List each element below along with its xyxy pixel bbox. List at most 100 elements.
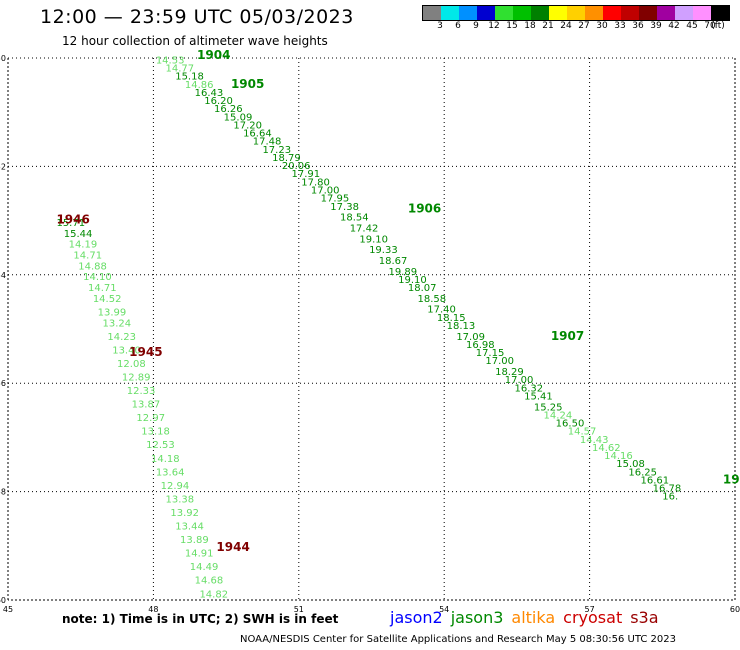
wave-height-value: 14.86 [185, 80, 214, 91]
legend-swatch [567, 6, 585, 20]
legend-label: 6 [455, 21, 461, 31]
legend-label: 12 [488, 21, 500, 31]
pass-number-label: 1905 [231, 77, 264, 91]
wave-height-value: 12.53 [146, 440, 175, 451]
wave-height-value: 14.19 [69, 240, 98, 251]
wave-height-value: 15.44 [64, 229, 93, 240]
satellite-name-s3a: s3a [630, 608, 659, 627]
wave-height-value: 16.26 [214, 104, 243, 115]
wave-height-value: 18.54 [340, 213, 369, 224]
wave-height-value: 17.38 [330, 202, 359, 213]
wave-height-value: 19.10 [359, 234, 388, 245]
wave-height-value: 15.18 [175, 72, 204, 83]
color-legend-labels: 3 6 9 12 15 18 21 24 27 30 33 36 39 42 45 70 (ft) [422, 21, 728, 33]
wave-height-value: 13.40 [112, 345, 141, 356]
y-tick-label: -52 [0, 162, 6, 171]
legend-swatch [549, 6, 567, 20]
wave-height-value: 17.40 [427, 305, 456, 316]
legend-swatch [459, 6, 477, 20]
wave-height-value: 14.57 [568, 427, 597, 438]
wave-height-value: 16.25 [628, 467, 657, 478]
legend-swatch [531, 6, 549, 20]
x-tick-label: 51 [294, 605, 304, 614]
wave-height-value: 14.88 [78, 261, 107, 272]
wave-height-value: 14.71 [88, 283, 117, 294]
pass-number-label: 1945 [129, 345, 162, 359]
pass-number-label: 1944 [216, 540, 249, 554]
map-frame [7, 57, 736, 601]
legend-swatch [477, 6, 495, 20]
legend-label: 45 [686, 21, 698, 31]
pass-number-label: 1906 [408, 201, 441, 215]
wave-height-value: 13.24 [103, 318, 132, 329]
wave-height-value: 18.79 [272, 153, 301, 164]
wave-height-value: 18.67 [379, 256, 408, 267]
wave-height-value: 14.71 [73, 251, 102, 262]
wave-height-value: 16.61 [640, 475, 669, 486]
wave-height-value: 14.53 [156, 55, 185, 66]
y-tick-label: -58 [0, 488, 6, 497]
wave-height-value: 16. [662, 492, 678, 503]
pass-number-label: 1907 [551, 329, 584, 343]
legend-label: 15 [506, 21, 518, 31]
color-legend [422, 5, 730, 21]
wave-height-value: 17.48 [253, 137, 282, 148]
legend-label: 70 [704, 21, 716, 31]
wave-height-value: 13.92 [170, 508, 199, 519]
y-tick-label: -60 [0, 596, 6, 605]
wave-height-value: 17.91 [292, 169, 321, 180]
wave-height-value: 16.50 [556, 419, 585, 430]
pass-number-label: 1904 [197, 48, 230, 62]
wave-height-value: 17.09 [456, 332, 485, 343]
footer-credit: NOAA/NESDIS Center for Satellite Applica… [240, 634, 676, 645]
x-tick-label: 54 [439, 605, 449, 614]
wave-height-value: 14.62 [592, 443, 621, 454]
wave-height-value: 19.10 [398, 275, 427, 286]
wave-height-value: 14.49 [190, 562, 219, 573]
legend-swatch [585, 6, 603, 20]
legend-label: 3 [437, 21, 443, 31]
legend-label: 39 [650, 21, 662, 31]
wave-height-value: 13.18 [141, 427, 170, 438]
legend-label: 9 [473, 21, 479, 31]
y-tick-label: -50 [0, 54, 6, 63]
wave-height-value: 12.33 [127, 386, 156, 397]
legend-label: 33 [614, 21, 626, 31]
wave-height-value: 14.24 [544, 410, 573, 421]
y-tick-label: -54 [0, 271, 6, 280]
wave-height-value: 13.64 [156, 467, 185, 478]
note-text: note: 1) Time is in UTC; 2) SWH is in fe… [62, 612, 339, 626]
page-title: 12:00 — 23:59 UTC 05/03/2023 [40, 6, 354, 28]
pass-number-label: 1946 [56, 212, 89, 226]
wave-height-value: 16.64 [243, 129, 272, 140]
wave-height-value: 14.82 [199, 589, 228, 600]
wave-height-value: 14.68 [195, 576, 224, 587]
wave-height-value: 15.41 [524, 391, 553, 402]
wave-height-value: 18.15 [437, 313, 466, 324]
wave-height-value: 14.10 [83, 272, 112, 283]
legend-label: 30 [596, 21, 608, 31]
wave-height-value: 13.38 [166, 494, 195, 505]
wave-height-value: 17.00 [505, 375, 534, 386]
x-tick-label: 57 [585, 605, 595, 614]
legend-swatch [423, 6, 441, 20]
wave-height-value: 16.78 [653, 484, 682, 495]
wave-height-value: 14.52 [93, 294, 122, 305]
wave-height-value: 14.18 [151, 454, 180, 465]
wave-height-value: 17.20 [233, 120, 262, 131]
legend-label: 36 [632, 21, 644, 31]
wave-height-value: 12.89 [122, 372, 151, 383]
x-tick-label: 48 [148, 605, 158, 614]
wave-height-value: 12.94 [161, 481, 190, 492]
wave-height-value: 18.07 [408, 283, 437, 294]
wave-height-value: 14.77 [166, 64, 195, 75]
wave-height-value: 18.13 [447, 321, 476, 332]
y-tick-label: -56 [0, 379, 6, 388]
satellite-name-altika: altika [511, 608, 556, 627]
wave-height-value: 19.33 [369, 245, 398, 256]
wave-height-value: 20.06 [282, 161, 311, 172]
legend-swatch [603, 6, 621, 20]
legend-swatch [441, 6, 459, 20]
wave-height-value: 15.25 [534, 402, 563, 413]
legend-label: 18 [524, 21, 536, 31]
